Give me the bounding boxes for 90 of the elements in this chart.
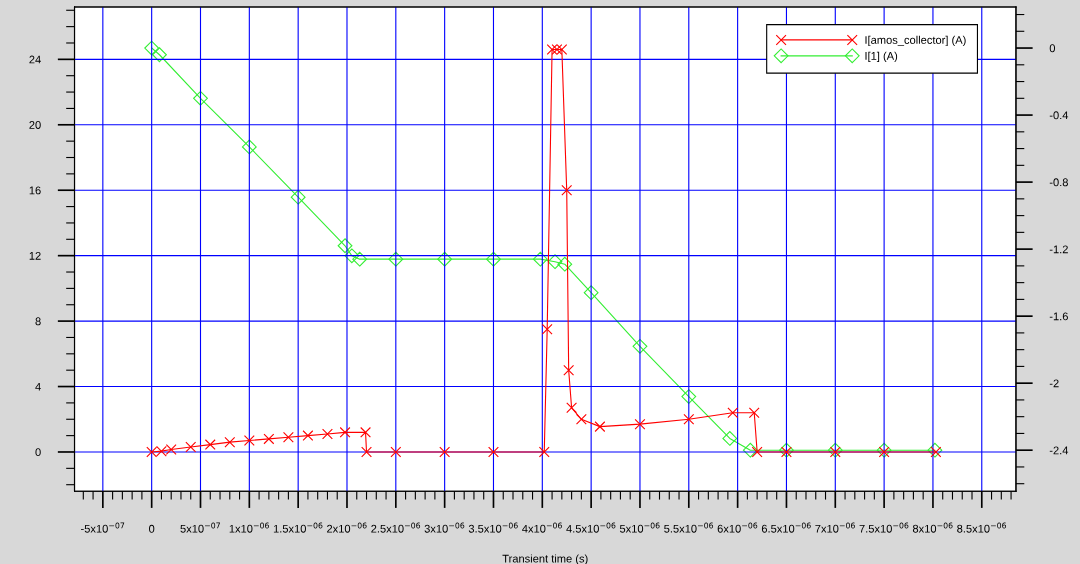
point bbox=[551, 44, 563, 55]
x-tick-label: 3.5x10$^{−06}$ bbox=[468, 522, 518, 533]
x-tick-label: 2x10$^{−06}$ bbox=[327, 522, 367, 533]
point bbox=[263, 433, 275, 445]
y-tick-label: 0 bbox=[35, 448, 41, 457]
x-tick-label: 6.5x10$^{−06}$ bbox=[761, 522, 811, 533]
x-tick-label: 5x10$^{−06}$ bbox=[619, 522, 660, 533]
y2-tick-label: -0.8 bbox=[1049, 178, 1068, 187]
point bbox=[876, 442, 892, 458]
x-axis-title: Transient time (s) bbox=[502, 554, 588, 564]
point bbox=[681, 389, 697, 405]
point bbox=[829, 446, 841, 458]
point bbox=[561, 184, 573, 196]
point bbox=[437, 251, 453, 267]
x-tick-label: 4x10$^{−06}$ bbox=[522, 522, 562, 533]
y-tick-label: 20 bbox=[29, 121, 41, 129]
x-tick-label: -5x10$^{−07}$ bbox=[81, 522, 125, 533]
point bbox=[488, 446, 499, 458]
y2-tick-label: -2 bbox=[1049, 379, 1059, 388]
point bbox=[583, 285, 599, 301]
y-tick-label: 16 bbox=[29, 186, 41, 195]
point bbox=[339, 426, 351, 438]
point bbox=[557, 256, 573, 272]
legend-label: I[amos_collector] (A) bbox=[865, 35, 966, 47]
x-tick-label: 5.5x10$^{−06}$ bbox=[664, 522, 714, 533]
point bbox=[575, 413, 587, 425]
point bbox=[352, 251, 368, 267]
legend-label: I[1] (A) bbox=[865, 51, 898, 63]
point bbox=[360, 426, 371, 438]
y-tick-label: 12 bbox=[29, 251, 41, 260]
point bbox=[204, 439, 216, 451]
y2-tick-label: -1.2 bbox=[1049, 245, 1068, 254]
x-tick-label: 8x10$^{−06}$ bbox=[912, 522, 953, 533]
point bbox=[927, 442, 943, 458]
y2-tick-label: -1.6 bbox=[1049, 312, 1068, 321]
x-tick-label: 2.5x10$^{−06}$ bbox=[371, 522, 421, 533]
x-tick-label: 3x10$^{−06}$ bbox=[424, 522, 465, 533]
x-tick-label: 4.5x10$^{−06}$ bbox=[566, 522, 616, 533]
point bbox=[224, 436, 236, 448]
y2-tick-label: 0 bbox=[1049, 44, 1056, 53]
x-tick-label: 1x10$^{−06}$ bbox=[229, 522, 269, 533]
point bbox=[322, 428, 333, 440]
y-tick-label: 8 bbox=[35, 317, 41, 326]
point bbox=[563, 364, 575, 376]
point bbox=[594, 421, 606, 433]
point bbox=[742, 442, 758, 458]
point bbox=[361, 446, 372, 458]
x-tick-label: 7.5x10$^{−06}$ bbox=[859, 522, 909, 533]
point bbox=[241, 139, 257, 155]
point bbox=[930, 446, 942, 458]
point bbox=[337, 238, 353, 254]
x-tick-label: 1.5x10$^{−06}$ bbox=[273, 522, 323, 533]
point bbox=[722, 431, 738, 446]
y-tick-label: 24 bbox=[29, 55, 41, 64]
point bbox=[878, 446, 890, 458]
x-tick-label: 0 bbox=[149, 524, 155, 533]
x-tick-label: 6x10$^{−06}$ bbox=[717, 522, 758, 533]
point bbox=[144, 40, 160, 56]
point bbox=[751, 446, 763, 458]
y2-tick-label: -2.4 bbox=[1049, 446, 1069, 455]
point bbox=[302, 430, 314, 442]
point bbox=[566, 402, 578, 414]
point bbox=[779, 442, 794, 458]
point bbox=[390, 446, 402, 458]
point bbox=[152, 47, 167, 63]
x-tick-label: 8.5x10$^{−06}$ bbox=[957, 522, 1007, 533]
point bbox=[486, 251, 501, 267]
y2-tick-label: -0.4 bbox=[1049, 111, 1069, 120]
point bbox=[781, 446, 792, 458]
point bbox=[243, 435, 255, 446]
point bbox=[541, 323, 553, 335]
x-tick-label: 5x10$^{−07}$ bbox=[180, 522, 220, 533]
point bbox=[193, 90, 208, 106]
point bbox=[683, 413, 695, 425]
point bbox=[547, 254, 563, 270]
point bbox=[538, 446, 550, 458]
point bbox=[727, 407, 739, 419]
point bbox=[344, 248, 360, 264]
point bbox=[634, 418, 646, 430]
x-tick-label: 7x10$^{−06}$ bbox=[815, 522, 855, 533]
point bbox=[827, 442, 843, 458]
point bbox=[632, 338, 648, 354]
point bbox=[748, 407, 760, 419]
point bbox=[532, 251, 548, 267]
y-tick-label: 4 bbox=[35, 382, 41, 391]
point bbox=[282, 431, 294, 443]
point bbox=[388, 251, 404, 267]
point bbox=[290, 189, 306, 205]
point bbox=[439, 446, 451, 458]
point bbox=[185, 441, 197, 453]
